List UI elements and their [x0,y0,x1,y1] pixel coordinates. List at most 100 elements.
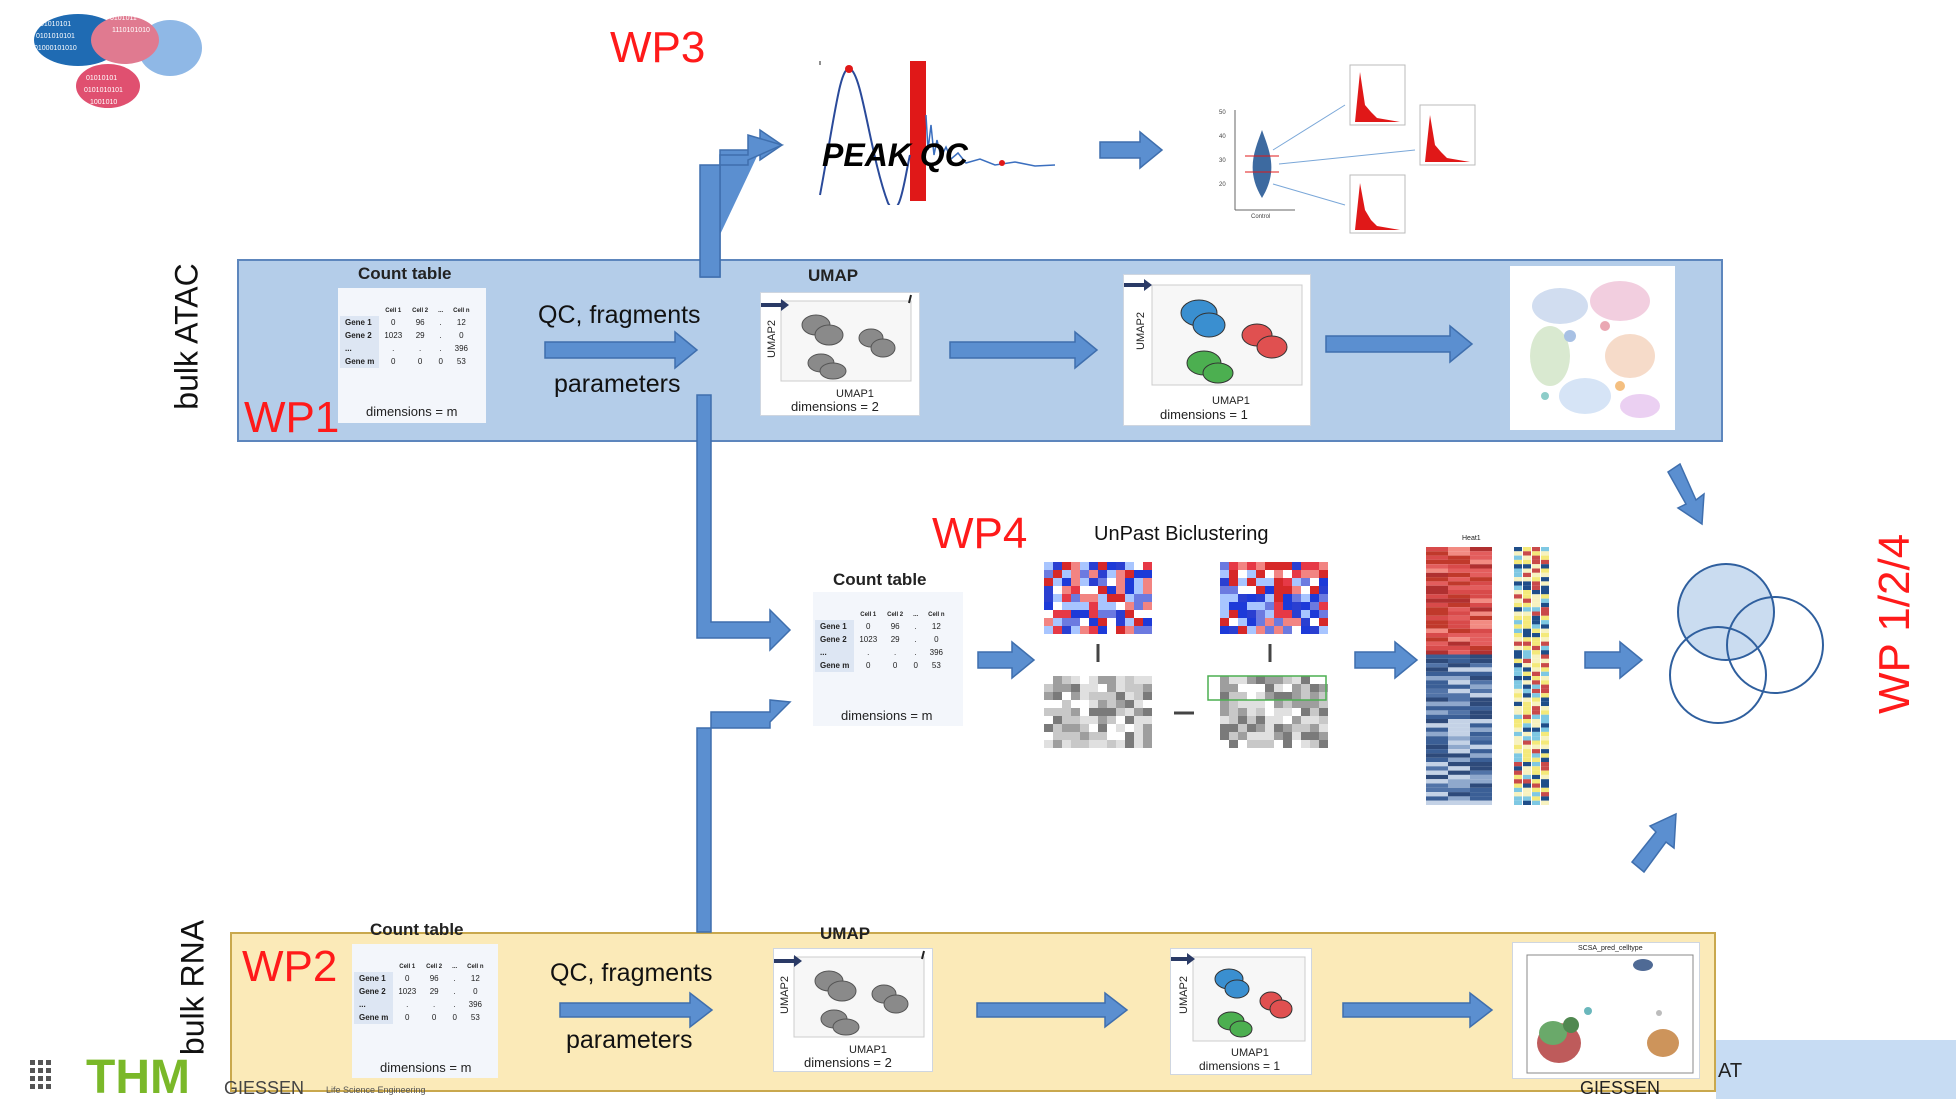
heatmap-cell [1426,633,1448,638]
heatmap-annotation-cell [1514,753,1522,758]
bicluster-cell [1310,578,1319,586]
heatmap-cell [1470,744,1492,750]
bicluster-cell [1256,578,1265,586]
heatmap-annotation-cell [1523,744,1531,750]
heatmap-annotation-cell [1541,637,1549,642]
bicluster-cell [1134,618,1143,626]
heatmap-annotation-cell [1514,688,1522,694]
heatmap-annotation-cell [1541,568,1549,573]
bicluster-cell [1044,716,1053,724]
heatmap-annotation-cell [1532,770,1540,775]
bicluster-cell [1310,684,1319,692]
bicluster-cell [1310,740,1319,748]
bicluster-cell [1125,700,1134,708]
heatmap-cell [1426,577,1448,582]
heatmap-cell [1448,710,1470,715]
bicluster-cell [1143,732,1152,740]
bicluster-cell [1256,708,1265,716]
heatmap-cell [1470,749,1492,754]
heatmap-annotation-cell [1541,671,1549,676]
bicluster-cell [1053,708,1062,716]
heatmap-cell [1448,671,1470,676]
bicluster-cell [1238,716,1247,724]
heatmap-annotation-cell [1514,590,1522,595]
bicluster-cell [1229,570,1238,578]
bicluster-cell [1053,570,1062,578]
bicluster-cell [1256,732,1265,740]
heatmap-cell [1470,762,1492,767]
heatmap-cell [1448,568,1470,573]
heatmap-annotation-cell [1532,598,1540,603]
bicluster-cell [1134,700,1143,708]
bicluster-cell [1098,676,1107,684]
heatmap-cell [1448,637,1470,642]
bicluster-cell [1220,692,1229,700]
bicluster-cell [1080,708,1089,716]
bicluster-cell [1062,618,1071,626]
bicluster-cell [1107,708,1116,716]
atac-umap-title: UMAP [808,266,859,285]
heatmap-annotation-cell [1541,740,1549,745]
heatmap-annotation-cell [1523,770,1531,775]
bicluster-cell [1319,700,1328,708]
bicluster-cell [1134,684,1143,692]
heatmap-annotation-cell [1532,714,1540,719]
heatmap-cell [1426,568,1448,573]
heatmap-cell [1426,663,1448,668]
heatmap-annotation-cell [1541,774,1549,780]
heatmap-annotation-cell [1541,770,1549,775]
heatmap-cell [1448,581,1470,586]
bicluster-cell [1265,716,1274,724]
heatmap-annotation-cell [1514,676,1522,681]
bicluster-cell [1098,586,1107,594]
bicluster-cell [1301,610,1310,618]
bicluster-cell [1071,692,1080,700]
heatmap-annotation-cell [1541,792,1549,797]
svg-text:01010101: 01010101 [40,21,71,28]
atac-count-title: Count table [358,264,452,283]
rna-count-title: Count table [370,920,464,939]
heatmap-annotation-cell [1541,736,1549,741]
bicluster-cell [1238,578,1247,586]
heatmap-cell [1448,779,1470,784]
heatmap-cell [1470,731,1492,737]
bicluster-cell [1220,562,1229,570]
heatmap-annotation-cell [1514,633,1522,638]
bicluster-cell [1062,700,1071,708]
heatmap-cell [1426,594,1448,599]
bicluster-cell [1125,692,1134,700]
bicluster-cell [1134,610,1143,618]
bicluster-cell [1134,708,1143,716]
bicluster-cell [1089,708,1098,716]
heatmap-cell [1448,572,1470,578]
bicluster-cell [1116,676,1125,684]
heatmap-cell [1470,770,1492,775]
heatmap-cell [1448,740,1470,745]
svg-text:0101010101: 0101010101 [36,33,75,40]
bicluster-cell [1089,626,1098,634]
bicluster-cell [1274,626,1283,634]
bicluster-cell [1256,562,1265,570]
heatmap-cell [1470,740,1492,745]
heatmap-annotation-cell [1541,645,1549,651]
bicluster-cell [1256,602,1265,610]
heatmap-annotation-cell [1523,796,1531,801]
heatmap-annotation-cell [1514,706,1522,711]
heatmap-cell [1470,581,1492,586]
heatmap-cell [1470,774,1492,780]
bicluster-cell [1292,716,1301,724]
bicluster-cell [1283,700,1292,708]
bicluster-cell [1089,594,1098,602]
bicluster-cell [1080,562,1089,570]
bicluster-cell [1319,610,1328,618]
heatmap-annotation-cell [1541,628,1549,633]
heatmap-annotation-cell [1532,676,1540,681]
bicluster-cell [1080,692,1089,700]
bicluster-cell [1301,586,1310,594]
heatmap-cell [1470,637,1492,642]
bicluster-cell [1283,716,1292,724]
heatmap-annotation-cell [1523,693,1531,698]
heatmap-annotation-cell [1532,667,1540,672]
heatmap-annotation-cell [1523,688,1531,694]
